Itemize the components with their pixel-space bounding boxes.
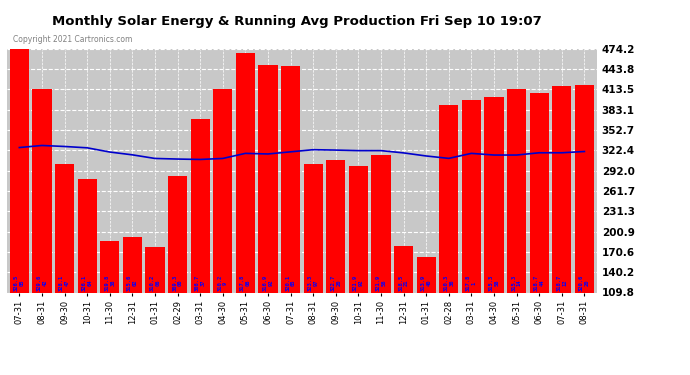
Bar: [281, 66, 300, 292]
Text: 318.5
21: 318.5 21: [398, 275, 409, 291]
Bar: [484, 97, 504, 292]
Text: 310.2
9: 310.2 9: [217, 275, 228, 291]
Text: 315.6
02: 315.6 02: [127, 275, 138, 291]
Text: 329.6
42: 329.6 42: [37, 275, 48, 291]
Text: 316.9
92: 316.9 92: [263, 275, 273, 291]
Bar: [326, 160, 346, 292]
Bar: [236, 53, 255, 292]
Bar: [123, 237, 142, 292]
Bar: [304, 164, 323, 292]
Text: 319.8
38: 319.8 38: [104, 275, 115, 291]
Bar: [462, 100, 481, 292]
Bar: [394, 246, 413, 292]
Text: 323.3
97: 323.3 97: [308, 275, 319, 291]
Text: 321.9
92: 321.9 92: [353, 275, 364, 291]
Bar: [77, 179, 97, 292]
Bar: [213, 88, 233, 292]
Text: 313.9
40: 313.9 40: [421, 275, 431, 291]
Bar: [507, 89, 526, 292]
Bar: [168, 176, 187, 292]
Bar: [100, 241, 119, 292]
Text: 315.3
58: 315.3 58: [489, 275, 500, 291]
Bar: [530, 93, 549, 292]
Text: 308.7
37: 308.7 37: [195, 275, 206, 291]
Text: 317.8
08: 317.8 08: [240, 275, 250, 291]
Text: Copyright 2021 Cartronics.com: Copyright 2021 Cartronics.com: [13, 35, 132, 44]
Text: 320.1
65: 320.1 65: [285, 275, 296, 291]
Bar: [146, 246, 164, 292]
Bar: [55, 164, 74, 292]
Bar: [417, 256, 436, 292]
Text: 321.9
56: 321.9 56: [375, 275, 386, 291]
Bar: [348, 166, 368, 292]
Text: 326.5
05: 326.5 05: [14, 275, 25, 291]
Text: 322.7
20: 322.7 20: [331, 275, 341, 291]
Text: 317.8
1: 317.8 1: [466, 275, 477, 291]
Text: 328.1
47: 328.1 47: [59, 275, 70, 291]
Bar: [32, 89, 52, 292]
Text: 310.2
06: 310.2 06: [150, 275, 160, 291]
Text: 326.1
64: 326.1 64: [81, 275, 92, 291]
Bar: [440, 105, 458, 292]
Text: 315.3
14: 315.3 14: [511, 275, 522, 291]
Text: 309.3
00: 309.3 00: [172, 275, 183, 291]
Bar: [258, 65, 277, 292]
Bar: [552, 86, 571, 292]
Text: Monthly Solar Energy & Running Avg Production Fri Sep 10 19:07: Monthly Solar Energy & Running Avg Produ…: [52, 15, 542, 28]
Text: 310.3
36: 310.3 36: [444, 275, 454, 291]
Text: 320.6
20: 320.6 20: [579, 275, 590, 291]
Bar: [371, 155, 391, 292]
Bar: [575, 85, 594, 292]
Text: 318.7
12: 318.7 12: [556, 275, 567, 291]
Bar: [190, 119, 210, 292]
Bar: [10, 49, 29, 292]
Text: 318.7
44: 318.7 44: [534, 275, 544, 291]
